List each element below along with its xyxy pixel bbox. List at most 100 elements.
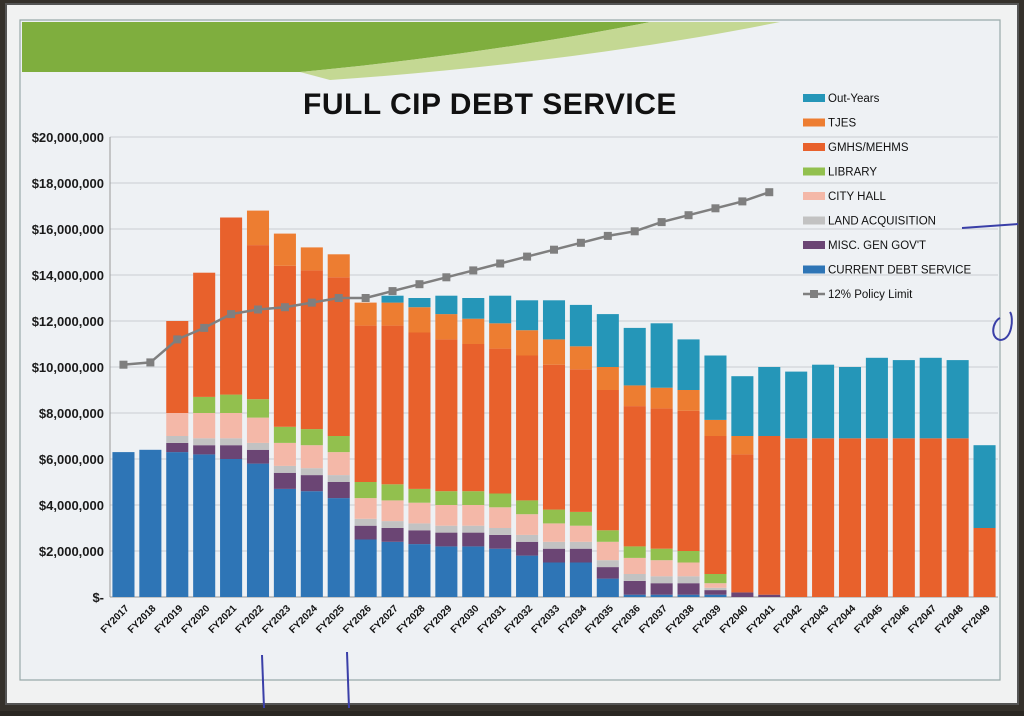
bar-segment xyxy=(408,307,431,333)
bar-segment xyxy=(327,498,350,597)
policy-limit-point xyxy=(576,238,585,247)
bar-segment xyxy=(731,376,754,436)
policy-limit-point xyxy=(388,287,397,296)
bar-segment xyxy=(650,387,673,409)
policy-limit-point xyxy=(200,323,209,332)
bar-segment xyxy=(731,592,754,597)
legend-label: CITY HALL xyxy=(828,191,887,203)
policy-limit-point xyxy=(415,280,424,289)
bar-segment xyxy=(516,500,539,515)
bar-segment xyxy=(193,454,216,597)
bar-segment xyxy=(462,491,485,505)
policy-limit-point xyxy=(523,252,532,261)
bar-segment xyxy=(462,532,485,547)
y-tick-label: $20,000,000 xyxy=(32,130,104,145)
y-tick-label: $2,000,000 xyxy=(39,544,104,559)
y-axis-ticks: $- $2,000,000 $4,000,000 $6,000,000 $8,000,0… xyxy=(32,130,104,605)
bar-segment xyxy=(220,438,243,446)
policy-limit-point xyxy=(307,298,316,307)
bar-segment xyxy=(220,413,243,439)
bar-segment xyxy=(892,360,915,439)
bar-segment xyxy=(193,396,216,413)
policy-limit-point xyxy=(496,259,505,268)
bar-segment xyxy=(704,419,727,436)
bar-segment xyxy=(354,525,377,540)
bar-segment xyxy=(542,548,566,563)
bar-segment xyxy=(489,348,512,494)
bar-segment xyxy=(704,355,727,420)
bar-segment xyxy=(704,590,727,595)
bar-segment xyxy=(704,574,727,584)
policy-limit-point xyxy=(334,294,343,302)
bar-segment xyxy=(381,541,404,597)
y-tick-label: $12,000,000 xyxy=(32,314,104,329)
bar-segment xyxy=(300,445,323,469)
bar-segment xyxy=(139,449,162,597)
bar-segment xyxy=(273,472,296,489)
bar-segment xyxy=(246,399,270,418)
bar-segment xyxy=(542,364,566,510)
bar-segment xyxy=(569,562,592,597)
legend-label: 12% Policy Limit xyxy=(828,289,913,301)
bar-segment xyxy=(381,325,404,485)
bar-segment xyxy=(516,514,539,535)
legend-swatch xyxy=(803,118,825,127)
bar-segment xyxy=(516,330,539,356)
bar-segment xyxy=(623,327,646,386)
bar-segment xyxy=(166,436,189,443)
bar-segment xyxy=(542,541,566,549)
bar-segment xyxy=(650,548,673,561)
y-tick-label: $- xyxy=(92,590,104,605)
bar-segment xyxy=(381,295,404,303)
policy-limit-point xyxy=(227,310,236,319)
bar-segment xyxy=(677,339,700,390)
bar-segment xyxy=(758,436,781,595)
pen-mark xyxy=(261,654,265,709)
bar-segment xyxy=(516,300,539,331)
bar-segment xyxy=(246,449,270,464)
bar-segment xyxy=(542,562,566,597)
bar-segment xyxy=(300,247,323,271)
bar-segment xyxy=(623,406,646,547)
bar-segment xyxy=(946,438,969,597)
policy-limit-point xyxy=(657,218,666,227)
slide-banner-light xyxy=(300,22,780,80)
bar-segment xyxy=(542,339,566,365)
legend-swatch xyxy=(803,265,825,274)
bar-segment xyxy=(569,541,592,549)
policy-limit-point xyxy=(146,358,155,367)
bar-segment xyxy=(865,357,888,439)
pen-mark xyxy=(346,651,350,709)
bar-segment xyxy=(704,583,727,588)
bar-segment xyxy=(542,509,566,524)
bar-segment xyxy=(516,534,539,542)
bar-segment xyxy=(462,525,485,533)
chart-title: FULL CIP DEBT SERVICE xyxy=(303,88,677,121)
bar-segment xyxy=(489,323,512,349)
bar-series xyxy=(112,210,996,597)
bar-segment xyxy=(273,265,296,427)
y-tick-label: $8,000,000 xyxy=(39,406,104,421)
bar-segment xyxy=(919,357,942,439)
legend-label: GMHS/MEHMS xyxy=(828,142,909,154)
bar-segment xyxy=(112,452,135,597)
policy-limit-point xyxy=(469,266,478,275)
bar-segment xyxy=(408,488,431,503)
bar-segment xyxy=(704,594,727,597)
bar-segment xyxy=(865,438,888,597)
bar-segment xyxy=(516,541,539,556)
bar-segment xyxy=(435,546,458,597)
legend-swatch xyxy=(803,143,825,151)
bar-segment xyxy=(973,445,996,528)
bar-segment xyxy=(623,557,646,574)
policy-limit-point xyxy=(603,231,612,240)
bar-segment xyxy=(300,429,323,446)
bar-segment xyxy=(596,541,619,561)
legend-label: LIBRARY xyxy=(828,167,877,179)
bar-segment xyxy=(327,436,350,453)
bar-segment xyxy=(704,436,727,574)
policy-limit-point xyxy=(119,360,128,369)
bar-segment xyxy=(220,217,243,395)
bar-segment xyxy=(650,323,673,388)
